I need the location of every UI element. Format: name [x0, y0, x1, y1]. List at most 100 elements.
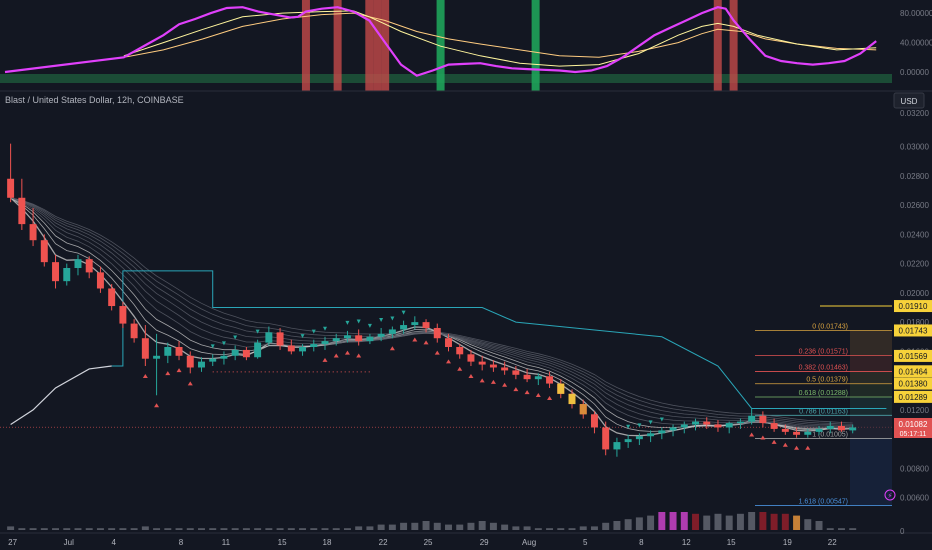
volume-bar: [736, 513, 744, 530]
ma-ribbon-line: [10, 197, 853, 432]
candle-body: [29, 224, 37, 241]
volume-bar: [624, 519, 632, 530]
time-axis[interactable]: 27 Jul 4 8 11 15 18 22 25 29 Aug 5 8 12 15 19 22: [0, 532, 932, 547]
candle-body: [40, 240, 48, 263]
candle-body: [658, 430, 666, 434]
buy-arrow-marker: [300, 334, 305, 339]
candle-body: [703, 421, 711, 425]
candle-body: [770, 423, 778, 429]
buy-arrow-marker: [233, 335, 238, 340]
volume-bar: [321, 528, 329, 530]
buy-arrow-marker: [311, 329, 316, 334]
oscillator-pane[interactable]: 80.00000 40.00000 0.00000: [0, 0, 932, 91]
level-tag-label: 0.01464: [899, 367, 928, 376]
level-tag-label: 0.01289: [899, 393, 928, 402]
volume-bar: [658, 512, 666, 530]
sell-arrow-marker: [457, 366, 463, 371]
time-axis-label: 8: [639, 538, 644, 547]
buy-arrow-marker: [356, 319, 361, 324]
oscillator-red-band: [365, 0, 374, 91]
currency-button[interactable]: USD: [901, 97, 918, 106]
alert-icon[interactable]: [884, 489, 896, 501]
price-axis-label: 0.02800: [900, 172, 929, 181]
fib-zone: [850, 438, 892, 506]
buy-arrow-marker: [390, 316, 395, 321]
volume-bar: [287, 528, 295, 530]
volume-bar: [770, 513, 778, 530]
buy-arrow-marker: [626, 424, 631, 429]
volume-bar: [119, 528, 127, 530]
sell-arrow-marker: [479, 378, 485, 383]
volume-bar: [198, 528, 205, 530]
price-axis-label: 0.00600: [900, 494, 929, 503]
level-tag-label: 0.01380: [899, 380, 928, 389]
candle-body: [602, 427, 610, 450]
volume-bar: [40, 528, 48, 530]
level-tag-label: 0.01743: [899, 326, 928, 335]
volume-bar: [153, 528, 161, 530]
volume-bar: [231, 528, 239, 530]
volume-bar: [579, 526, 587, 530]
sell-arrow-marker: [412, 337, 418, 342]
volume-bar: [725, 515, 733, 530]
candle-body: [130, 323, 138, 339]
time-axis-label: 22: [379, 538, 388, 547]
fib-level-label: 0 (0.01743): [812, 323, 848, 330]
volume-bar: [759, 512, 767, 530]
oscillator-axis-label: 80.00000: [900, 9, 932, 18]
candle-body: [714, 424, 722, 428]
sell-arrow-marker: [490, 379, 496, 384]
buy-arrow-marker: [637, 423, 642, 428]
candle-body: [287, 345, 295, 352]
candle-body: [310, 344, 318, 347]
volume-bar: [602, 522, 610, 530]
volume-bar: [63, 528, 71, 530]
candle-body: [692, 421, 699, 425]
candle-body: [7, 178, 15, 198]
volume-bar: [837, 528, 845, 530]
buy-arrow-marker: [345, 320, 350, 325]
candle-body: [680, 424, 688, 428]
candle-body: [186, 355, 194, 368]
buy-arrow-marker: [401, 310, 406, 315]
time-axis-label: 18: [323, 538, 332, 547]
time-axis-label: 22: [828, 538, 837, 547]
candle-body: [478, 361, 486, 365]
level-tag-bg: [894, 349, 932, 362]
volume-bar: [254, 528, 262, 530]
fib-level-label: 0.382 (0.01463): [799, 364, 848, 371]
candle-body: [388, 329, 396, 334]
volume-bar: [355, 526, 363, 530]
volume-bar: [703, 515, 711, 530]
candle-body: [411, 322, 419, 326]
candle-body: [108, 288, 116, 307]
level-tag-bg: [894, 324, 932, 337]
volume-bar: [534, 528, 542, 530]
candle-body: [590, 414, 598, 428]
sell-arrow-marker: [176, 368, 182, 373]
price-pane[interactable]: 0 (0.01743) 0.236 (0.01571) 0.382 (0.01463…: [0, 143, 892, 506]
candle-body: [826, 426, 834, 429]
oscillator-axis-label: 40.00000: [900, 39, 932, 48]
candle-body: [781, 428, 789, 432]
candle-body: [489, 364, 497, 368]
level-tag-bg: [894, 377, 932, 390]
time-axis-label: 15: [727, 538, 736, 547]
highlight-candle: [568, 393, 576, 405]
candle-body: [366, 336, 374, 342]
volume-bar: [613, 521, 621, 530]
currency-button-bg[interactable]: [893, 92, 925, 109]
price-axis-label: 0.02200: [900, 260, 929, 269]
candle-body: [96, 272, 104, 289]
candle-body: [793, 431, 801, 435]
buy-arrow-marker: [221, 341, 226, 346]
sell-arrow-marker: [434, 350, 440, 355]
candle-body: [276, 332, 284, 346]
volume-bar: [276, 528, 284, 530]
volume-bar: [411, 522, 419, 530]
price-axis[interactable]: 0.03000 0.02800 0.02600 0.02400 0.02200 0.020…: [894, 143, 932, 503]
candle-body: [456, 347, 464, 355]
volume-bar: [220, 528, 228, 530]
volume-bar: [523, 526, 531, 530]
